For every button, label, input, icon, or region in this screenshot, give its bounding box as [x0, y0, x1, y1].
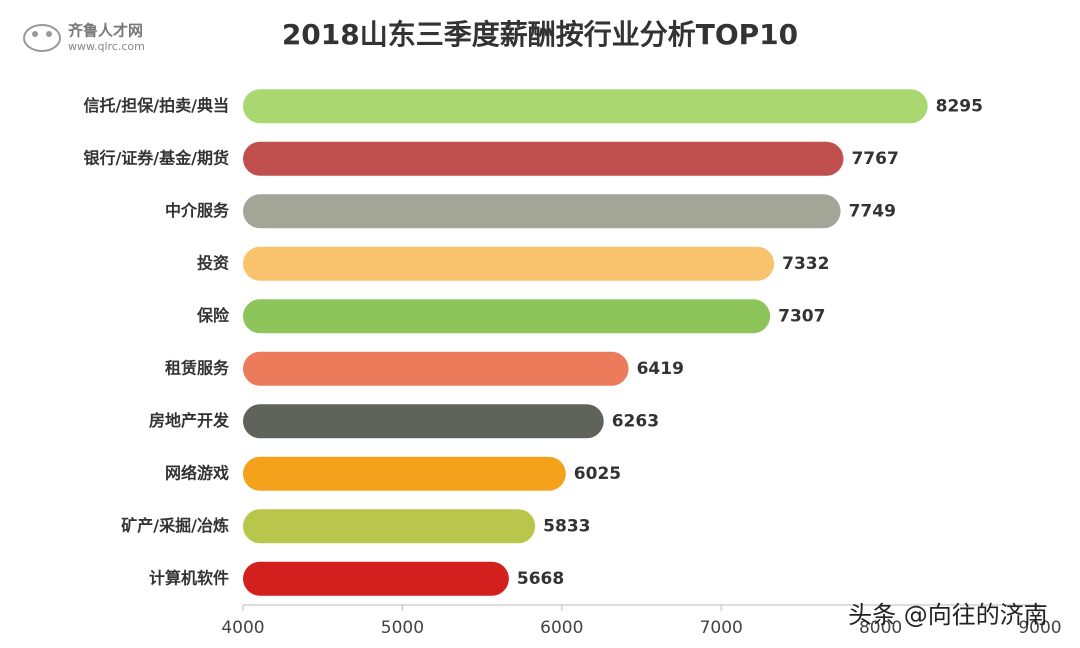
value-label: 7307 — [778, 306, 825, 326]
y-tick-label: 计算机软件 — [149, 568, 229, 587]
bar — [243, 89, 928, 124]
bar — [243, 509, 536, 544]
value-label: 6025 — [574, 464, 621, 484]
x-tick-label: 5000 — [381, 618, 424, 638]
x-tick-label: 8000 — [859, 618, 902, 638]
value-label: 5833 — [543, 516, 590, 536]
y-tick-label: 网络游戏 — [165, 463, 229, 482]
logo-eye — [32, 31, 38, 37]
logo-icon — [23, 24, 61, 52]
x-tick-label: 6000 — [540, 618, 583, 638]
bar — [243, 194, 841, 229]
value-label: 5668 — [517, 569, 564, 589]
bar — [243, 351, 629, 386]
bar — [243, 404, 604, 439]
y-tick-label: 信托/担保/拍卖/典当 — [83, 96, 229, 115]
y-tick-label: 房地产开发 — [149, 411, 230, 430]
logo-url: www.qlrc.com — [68, 40, 145, 53]
y-tick-label: 投资 — [197, 253, 229, 272]
y-tick-label: 银行/证券/基金/期货 — [83, 148, 229, 167]
bar — [243, 299, 771, 334]
x-tick-label: 4000 — [221, 618, 264, 638]
watermark: 头条 @向往的济南 — [848, 601, 1048, 629]
bar — [243, 141, 844, 176]
value-label: 7332 — [782, 254, 829, 274]
y-tick-label: 矿产/采掘/冶炼 — [121, 516, 229, 535]
bar — [243, 246, 775, 281]
logo-name: 齐鲁人才网 — [68, 22, 143, 40]
x-tick-label: 7000 — [700, 618, 743, 638]
value-label: 8295 — [936, 96, 983, 116]
x-tick-label: 9000 — [1018, 618, 1061, 638]
y-tick-label: 中介服务 — [165, 201, 230, 220]
value-label: 7767 — [851, 149, 898, 169]
logo-eye — [46, 31, 52, 37]
logo: 齐鲁人才网 www.qlrc.com — [23, 22, 145, 53]
chart-title: 2018山东三季度薪酬按行业分析TOP10 — [282, 18, 798, 51]
y-tick-label: 保险 — [196, 306, 230, 325]
value-label: 6419 — [637, 359, 684, 379]
bar — [243, 561, 509, 596]
value-label: 6263 — [612, 411, 659, 431]
bar — [243, 456, 566, 491]
y-tick-label: 租赁服务 — [165, 358, 230, 377]
value-label: 7749 — [849, 201, 896, 221]
